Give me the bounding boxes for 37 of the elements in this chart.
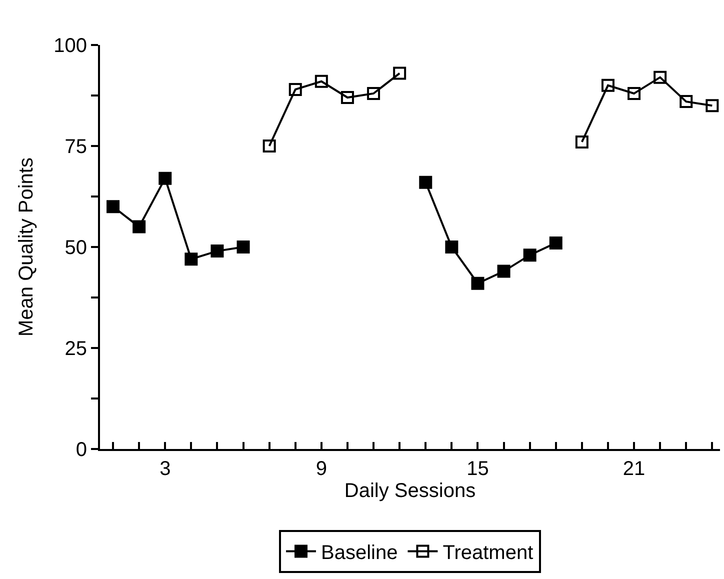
point [236,240,250,254]
point [471,276,484,290]
x-tick-label: 3 [160,458,171,480]
x-axis-title: Daily Sessions [344,480,476,502]
point [628,86,641,100]
point [262,140,276,152]
point [132,220,146,234]
point [340,91,354,104]
point [367,86,380,100]
y-axis-title: Mean Quality Points [16,158,38,336]
point [314,74,328,88]
point [158,172,172,185]
x-tick-label: 21 [622,458,646,480]
point [445,240,458,254]
legend-label: Baseline [321,542,398,564]
point [393,66,406,80]
point [210,244,224,258]
point [575,135,588,148]
point [184,252,198,266]
point [706,99,719,112]
x-tick-label: 15 [466,458,489,480]
point [549,236,562,250]
point [654,70,667,84]
y-tick-label: 100 [54,35,87,57]
point [106,200,120,214]
y-tick-label: 0 [76,439,87,461]
point [680,95,693,108]
point [523,248,536,262]
x-tick-label: 9 [316,458,327,480]
point [601,78,614,92]
y-tick-label: 75 [64,136,87,158]
point [288,82,302,96]
point [419,176,432,189]
legend-label: Treatment [442,542,534,564]
y-tick-label: 25 [64,338,87,360]
point [497,264,510,278]
y-tick-label: 50 [64,237,87,259]
